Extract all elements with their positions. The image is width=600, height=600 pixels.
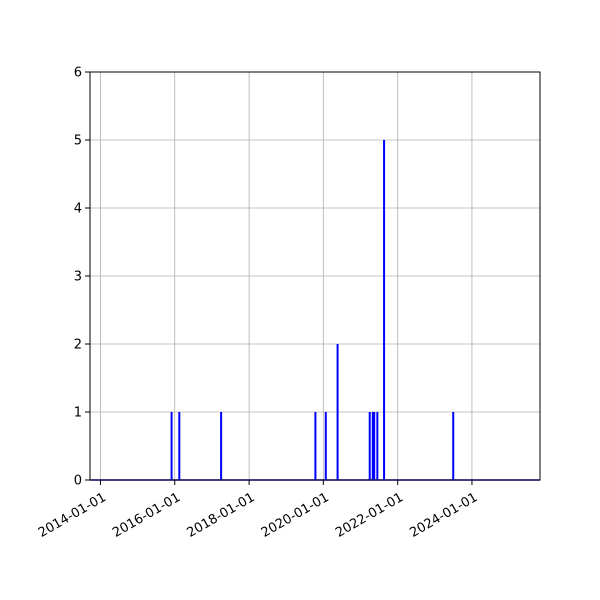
y-tick-label: 3 [74, 270, 82, 285]
y-axis-ticks: 0 1 2 3 4 5 6 [74, 66, 90, 489]
y-tick-label: 0 [74, 474, 82, 489]
y-tick-label: 2 [74, 338, 82, 353]
y-tick-label: 5 [74, 134, 82, 149]
y-tick-label: 6 [74, 66, 82, 81]
y-tick-label: 1 [74, 406, 82, 421]
y-tick-label: 4 [74, 202, 82, 217]
